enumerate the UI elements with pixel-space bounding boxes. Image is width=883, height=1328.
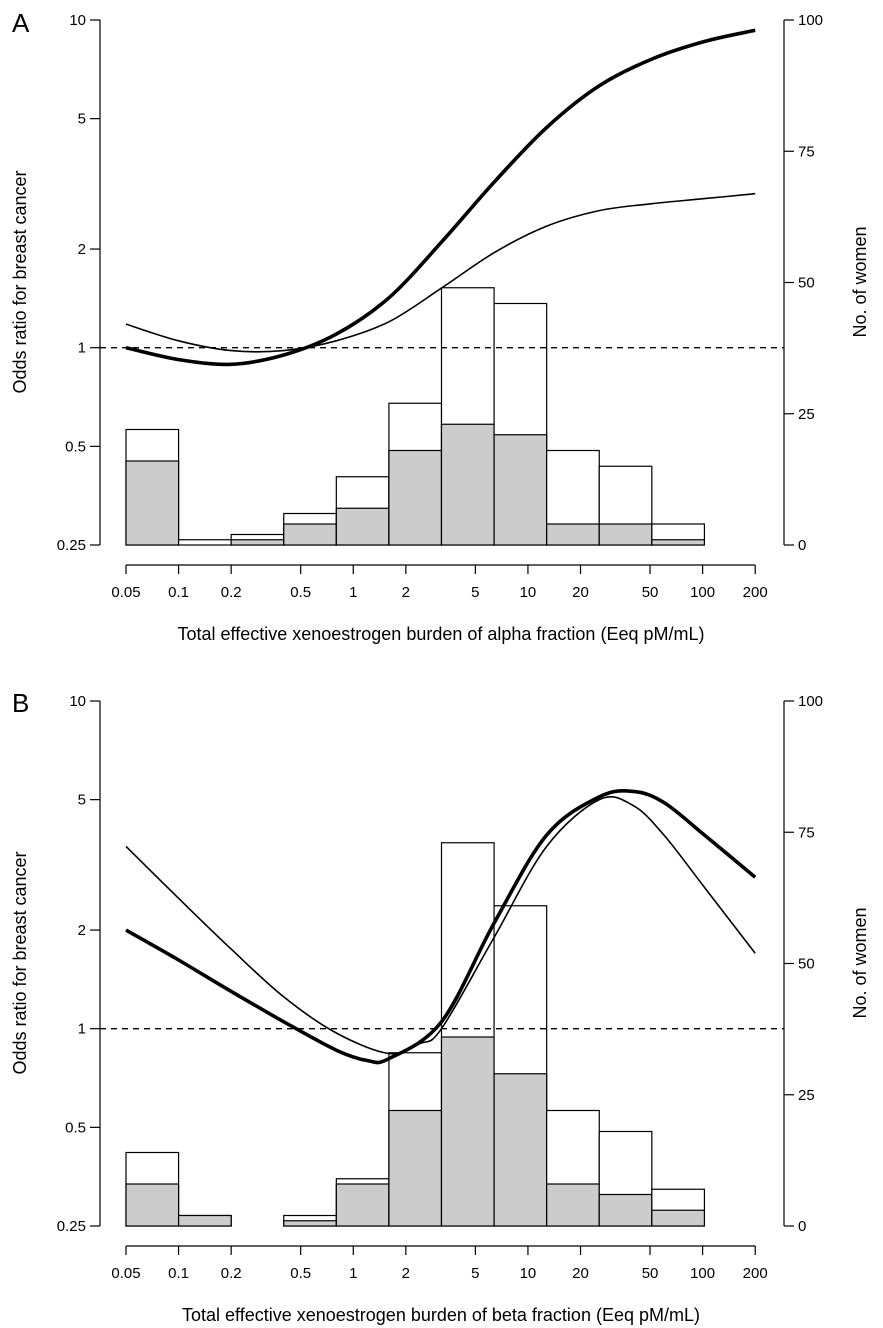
y-left-tick-label: 0.5	[65, 1119, 86, 1136]
hist-bar-shaded	[440, 1036, 495, 1227]
x-tick-label: 20	[572, 584, 589, 601]
panel-a-histogram	[125, 287, 706, 546]
y-right-tick-label: 0	[798, 537, 806, 554]
y-left-tick-label: 1	[78, 340, 86, 357]
y-right-tick-label: 25	[798, 1087, 815, 1104]
panel-b-x-axis-title: Total effective xenoestrogen burden of b…	[182, 1305, 700, 1325]
y-left-tick-label: 10	[69, 12, 86, 29]
x-tick-label: 20	[572, 1265, 589, 1282]
x-tick-label: 0.05	[111, 1265, 140, 1282]
y-right-tick-label: 75	[798, 143, 815, 160]
hist-bar-shaded	[598, 523, 653, 546]
y-right-tick-label: 100	[798, 693, 823, 710]
curve-thin	[125, 192, 756, 353]
panel-b-curves	[100, 788, 784, 1065]
y-right-tick-label: 100	[798, 12, 823, 29]
hist-bar-shaded	[283, 523, 337, 546]
x-tick-label: 5	[471, 1265, 479, 1282]
x-tick-label: 0.5	[290, 584, 311, 601]
hist-bar-shaded	[388, 1109, 443, 1227]
hist-bar-shaded	[546, 523, 600, 546]
curve-bold	[125, 28, 756, 367]
panel-b-histogram	[125, 842, 706, 1227]
hist-bar-total	[177, 539, 232, 546]
y-left-tick-label: 5	[78, 792, 86, 809]
y-left-tick-label: 2	[78, 241, 86, 258]
y-left-tick-label: 10	[69, 693, 86, 710]
hist-bar-shaded	[546, 1183, 600, 1227]
y-left-tick-label: 0.25	[57, 1218, 86, 1235]
hist-bar-shaded	[125, 1183, 180, 1227]
hist-bar-shaded	[125, 460, 180, 546]
x-tick-label: 200	[743, 1265, 768, 1282]
hist-bar-shaded	[283, 1220, 337, 1227]
hist-bar-shaded	[335, 1183, 390, 1227]
y-left-tick-label: 1	[78, 1021, 86, 1038]
y-right-tick-label: 50	[798, 275, 815, 292]
curve-bold	[125, 788, 757, 1065]
curve-thin	[125, 796, 756, 1055]
x-tick-label: 50	[642, 584, 659, 601]
hist-bar-shaded	[388, 449, 443, 546]
x-tick-label: 2	[402, 584, 410, 601]
panel-b-y-right-title: No. of women	[850, 907, 870, 1018]
x-tick-label: 1	[349, 1265, 357, 1282]
panel-a-y-left-title: Odds ratio for breast cancer	[10, 170, 30, 393]
x-tick-label: 2	[402, 1265, 410, 1282]
y-right-tick-label: 50	[798, 956, 815, 973]
x-tick-label: 10	[520, 584, 537, 601]
x-tick-label: 0.2	[221, 1265, 242, 1282]
y-right-tick-label: 25	[798, 406, 815, 423]
x-tick-label: 200	[743, 584, 768, 601]
panel-a-letter: A	[12, 8, 30, 38]
hist-bar-shaded	[493, 1073, 548, 1227]
y-right-tick-label: 0	[798, 1218, 806, 1235]
x-tick-label: 10	[520, 1265, 537, 1282]
x-tick-label: 0.1	[168, 584, 189, 601]
y-left-tick-label: 5	[78, 111, 86, 128]
y-right-tick-label: 75	[798, 824, 815, 841]
panel-a-y-right-title: No. of women	[850, 226, 870, 337]
hist-bar-shaded	[230, 539, 285, 546]
x-tick-label: 0.5	[290, 1265, 311, 1282]
x-tick-label: 1	[349, 584, 357, 601]
x-tick-label: 0.2	[221, 584, 242, 601]
x-tick-label: 5	[471, 584, 479, 601]
x-tick-label: 50	[642, 1265, 659, 1282]
hist-bar-shaded	[493, 434, 548, 546]
y-left-tick-label: 0.25	[57, 537, 86, 554]
panel-b-letter: B	[12, 688, 29, 718]
panel-a-x-axis-title: Total effective xenoestrogen burden of a…	[178, 624, 705, 644]
panel-a-curves	[100, 28, 784, 367]
y-left-tick-label: 0.5	[65, 438, 86, 455]
panel-b-y-left-title: Odds ratio for breast cancer	[10, 851, 30, 1074]
x-tick-label: 0.1	[168, 1265, 189, 1282]
hist-bar-shaded	[177, 1214, 232, 1227]
hist-bar-shaded	[440, 423, 495, 546]
x-tick-label: 100	[690, 584, 715, 601]
hist-bar-shaded	[598, 1193, 653, 1227]
hist-bar-shaded	[335, 507, 390, 546]
x-tick-label: 0.05	[111, 584, 140, 601]
hist-bar-shaded	[651, 539, 706, 546]
y-left-tick-label: 2	[78, 922, 86, 939]
x-tick-label: 100	[690, 1265, 715, 1282]
hist-bar-shaded	[651, 1209, 706, 1227]
